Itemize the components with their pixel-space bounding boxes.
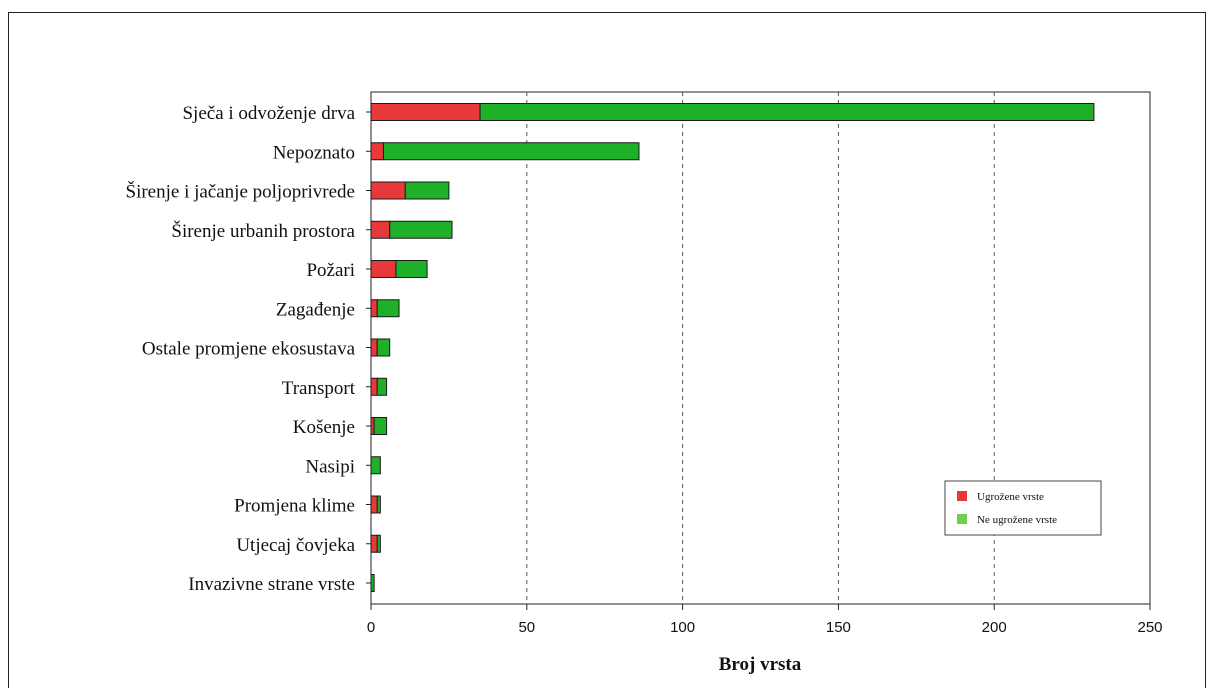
category-label: Nasipi xyxy=(305,456,355,477)
category-label: Ostale promjene ekosustava xyxy=(142,339,356,360)
bar-segment-ugrozene xyxy=(370,495,378,514)
category-label: Požari xyxy=(306,260,355,281)
category-label: Nepoznato xyxy=(273,142,355,163)
category-labels: Sječa i odvoženje drva Nepoznato Širenje i… xyxy=(126,103,371,595)
bar-segment-ne-ugrozene xyxy=(370,456,381,475)
legend-box xyxy=(944,480,1102,536)
bar-segment-ne-ugrozene xyxy=(376,495,381,514)
x-tick-label: 100 xyxy=(670,619,695,636)
category-label: Košenje xyxy=(293,417,355,438)
x-axis-title: Broj vrsta xyxy=(719,654,802,675)
legend: Ugrožene vrste Ne ugrožene vrste xyxy=(944,480,1102,536)
bar-segment-ugrozene xyxy=(370,142,384,161)
category-label: Širenje urbanih prostora xyxy=(171,220,355,242)
category-label: Transport xyxy=(282,378,356,399)
x-tick-labels: 0 50 100 150 200 250 xyxy=(367,604,1163,636)
bar-segment-ugrozene xyxy=(370,103,481,121)
x-tick-label: 250 xyxy=(1137,619,1162,636)
bar-segment-ne-ugrozene xyxy=(382,142,640,161)
category-label: Promjena klime xyxy=(234,496,355,517)
bar-segment-ugrozene xyxy=(370,377,378,396)
category-label: Utjecaj čovjeka xyxy=(236,535,355,556)
bar-segment-ugrozene xyxy=(370,338,378,357)
bar-segment-ugrozene xyxy=(370,181,406,200)
bar-segment-ugrozene xyxy=(370,260,397,278)
legend-swatch-ne-ugrozene xyxy=(957,514,967,524)
bar-segment-ne-ugrozene xyxy=(376,338,391,357)
category-label: Zagađenje xyxy=(276,299,355,320)
bar-segment-ne-ugrozene xyxy=(376,377,388,396)
x-tick-label: 200 xyxy=(982,619,1007,636)
grid-lines xyxy=(526,92,995,604)
bar-segment-ugrozene xyxy=(370,534,378,553)
category-label: Invazivne strane vrste xyxy=(188,574,355,595)
x-tick-label: 50 xyxy=(518,619,535,636)
legend-label-ne-ugrozene: Ne ugrožene vrste xyxy=(977,514,1057,526)
bars xyxy=(370,103,1095,592)
legend-swatch-ugrozene xyxy=(957,491,967,501)
bar-segment-ne-ugrozene xyxy=(479,103,1095,121)
bar-segment-ne-ugrozene xyxy=(376,534,381,553)
category-label: Širenje i jačanje poljoprivrede xyxy=(126,181,356,203)
bar-segment-ugrozene xyxy=(370,220,391,239)
bar-segment-ne-ugrozene xyxy=(370,574,375,592)
category-label: Sječa i odvoženje drva xyxy=(182,103,355,124)
chart-frame xyxy=(8,12,1206,688)
bar-segment-ne-ugrozene xyxy=(404,181,450,200)
x-tick-label: 150 xyxy=(826,619,851,636)
bar-segment-ne-ugrozene xyxy=(376,299,400,318)
bar-segment-ne-ugrozene xyxy=(389,220,453,239)
bar-segment-ugrozene xyxy=(370,299,378,318)
bar-segment-ne-ugrozene xyxy=(395,260,428,278)
x-tick-label: 0 xyxy=(367,619,375,636)
bar-segment-ne-ugrozene xyxy=(373,417,388,435)
legend-label-ugrozene: Ugrožene vrste xyxy=(977,491,1044,503)
